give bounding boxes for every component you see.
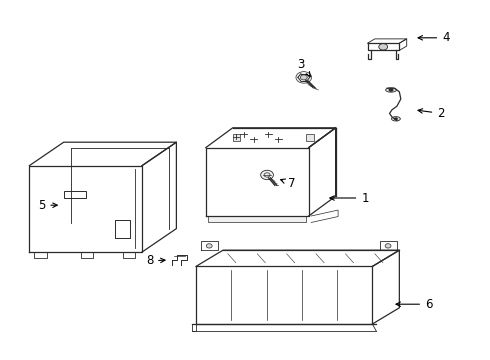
Text: 3: 3 — [297, 58, 310, 76]
Circle shape — [296, 72, 312, 83]
Circle shape — [300, 75, 307, 80]
Text: 6: 6 — [396, 298, 433, 311]
Text: 2: 2 — [418, 107, 445, 120]
Circle shape — [389, 88, 393, 92]
Ellipse shape — [392, 117, 400, 121]
Circle shape — [261, 170, 273, 180]
Ellipse shape — [386, 88, 396, 92]
Text: 8: 8 — [146, 255, 165, 267]
Bar — [306, 134, 314, 141]
Bar — [64, 190, 86, 198]
Text: 4: 4 — [418, 31, 450, 44]
Bar — [232, 134, 240, 141]
Text: 1: 1 — [330, 192, 369, 204]
Circle shape — [206, 244, 212, 248]
Text: 5: 5 — [38, 199, 57, 212]
Circle shape — [379, 44, 388, 50]
Text: 7: 7 — [281, 177, 295, 190]
Circle shape — [394, 117, 398, 120]
Bar — [208, 216, 306, 222]
Circle shape — [385, 244, 391, 248]
